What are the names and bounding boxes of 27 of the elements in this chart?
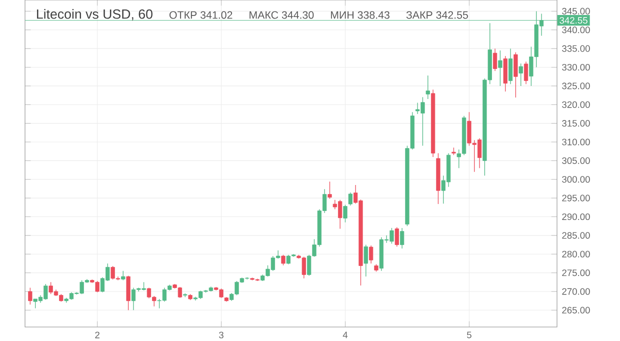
y-tick-label: 305.00 xyxy=(562,157,590,164)
y-tick-label: 335.00 xyxy=(562,45,590,52)
x-tick-label: 2 xyxy=(95,332,100,338)
y-tick-label: 265.00 xyxy=(562,306,590,314)
y-tick-label: 275.00 xyxy=(562,270,590,276)
y-tick-label: 315.00 xyxy=(562,120,590,127)
ref-line-label: 342.55 xyxy=(560,17,588,24)
y-tick-label: 345.00 xyxy=(562,8,590,14)
annotation: ЗАКР 342.55 xyxy=(406,11,468,19)
y-tick-label: 325.00 xyxy=(562,82,590,90)
x-tick-label: 5 xyxy=(466,332,472,338)
y-tick-label: 290.00 xyxy=(562,213,590,220)
text: Litecoin vs USD, 60 xyxy=(37,9,152,20)
y-tick-label: 340.00 xyxy=(562,26,590,34)
y-tick-label: 320.00 xyxy=(562,101,590,108)
y-tick-label: 285.00 xyxy=(562,232,590,239)
annotation: ОТКР 341.02 xyxy=(170,11,232,19)
y-tick-label: 310.00 xyxy=(562,138,590,146)
y-tick-label: 270.00 xyxy=(562,288,590,295)
x-tick-label: 4 xyxy=(342,332,348,338)
annotation: МАКС 344.30 xyxy=(250,11,314,19)
x-tick-label: 3 xyxy=(219,332,224,338)
y-tick-label: 300.00 xyxy=(562,176,590,183)
y-tick-label: 280.00 xyxy=(562,250,590,258)
y-tick-label: 330.00 xyxy=(562,64,590,71)
y-tick-label: 295.00 xyxy=(562,194,590,202)
annotation: МИН 338.43 xyxy=(330,11,390,19)
